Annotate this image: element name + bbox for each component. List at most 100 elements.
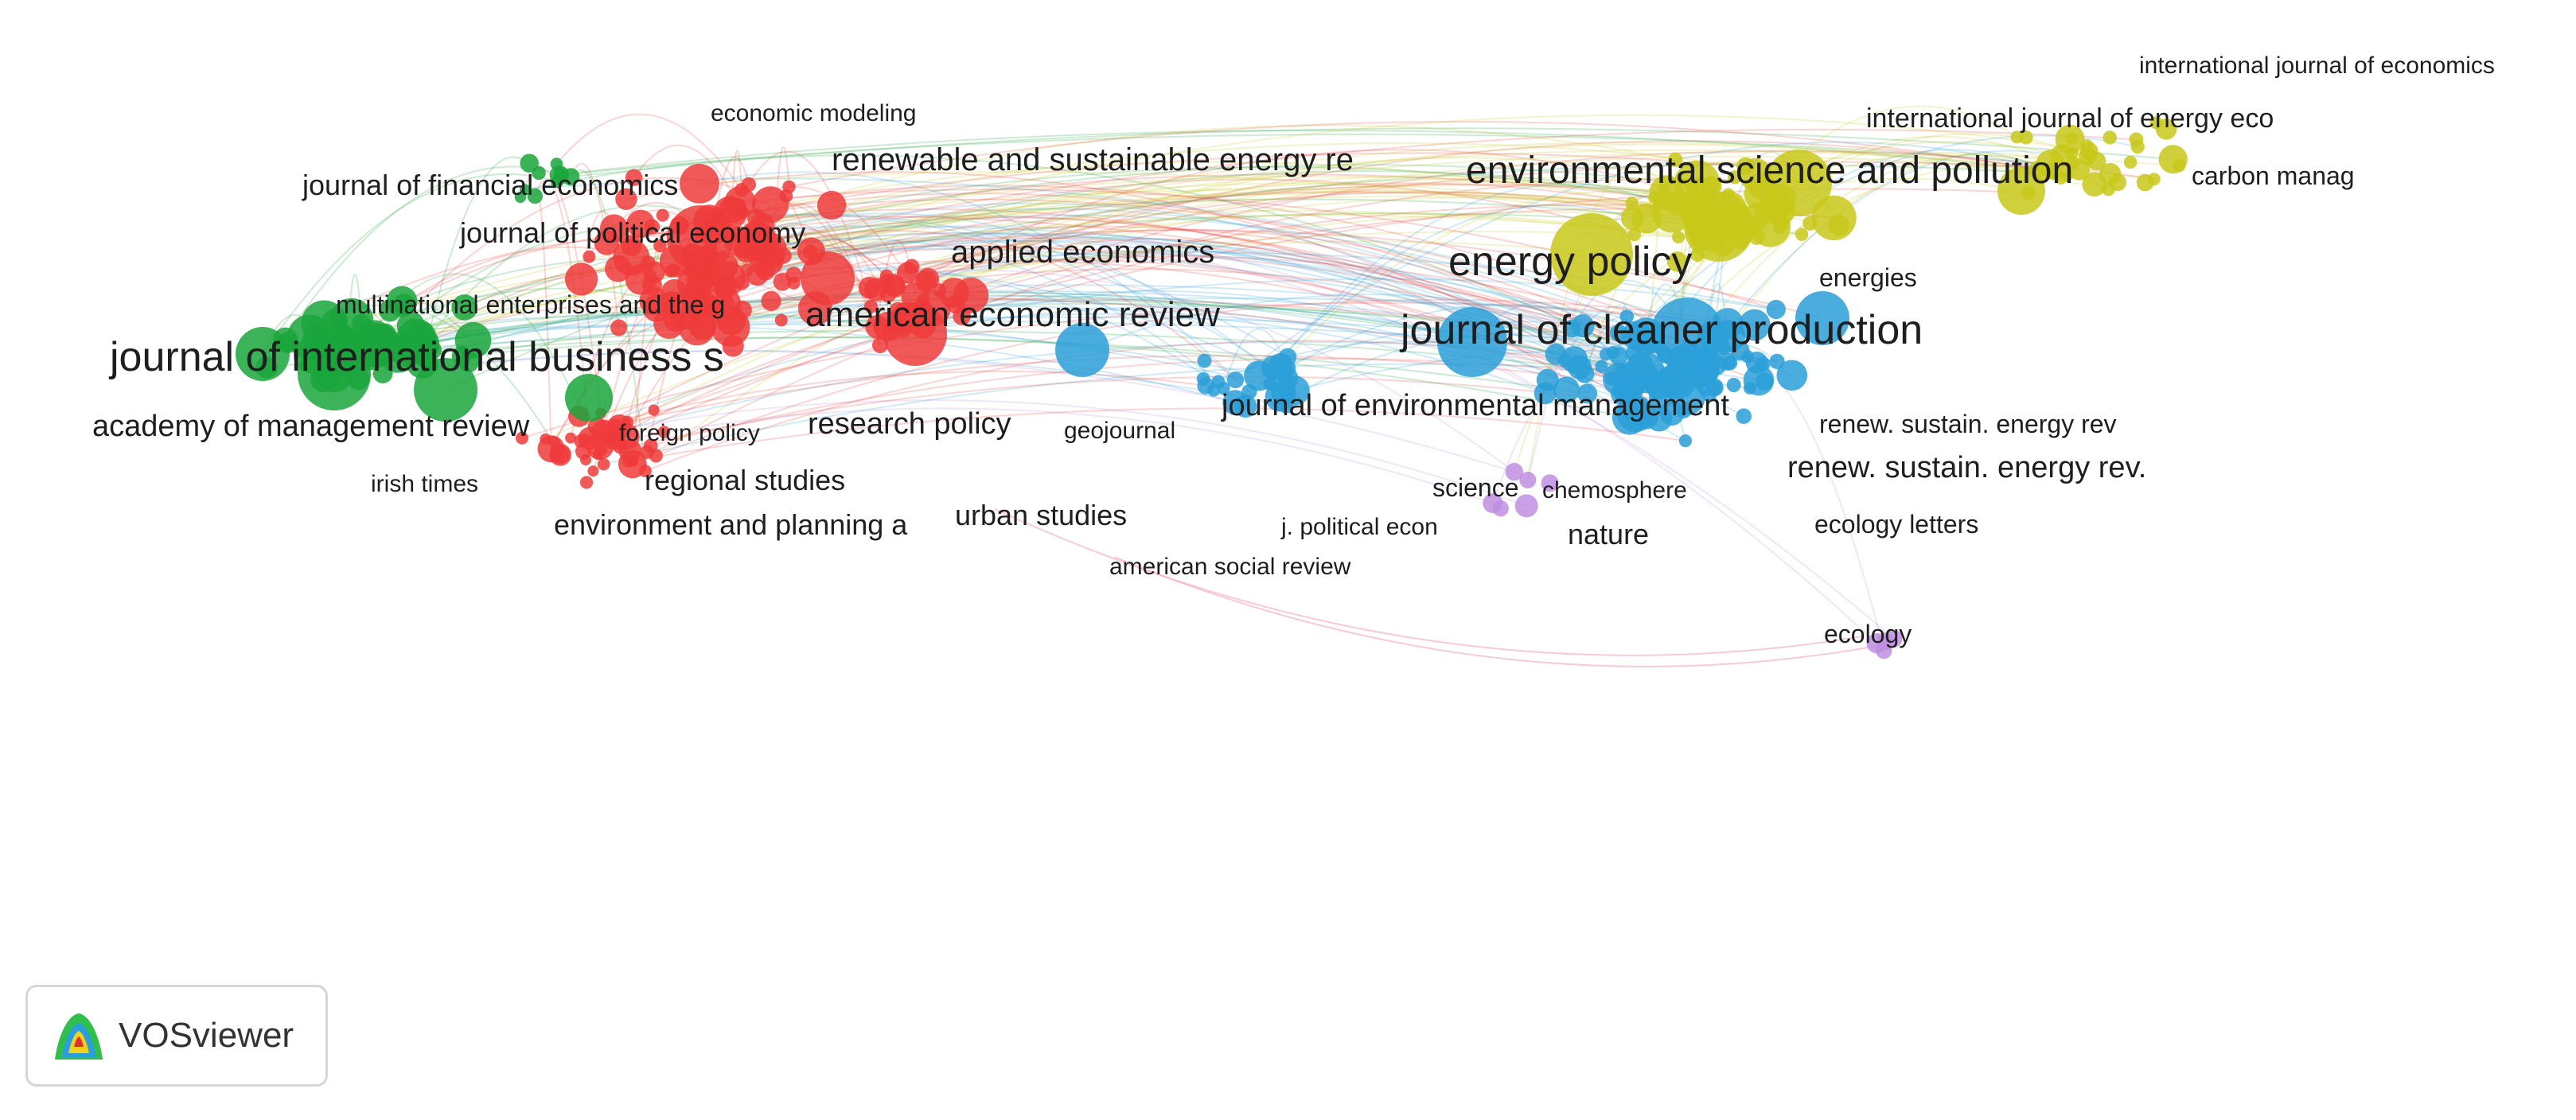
label-journal-of-political-economy[interactable]: journal of political economy bbox=[459, 216, 805, 249]
network-node[interactable] bbox=[1670, 380, 1705, 415]
network-node[interactable] bbox=[236, 327, 290, 381]
label-geojournal[interactable]: geojournal bbox=[1064, 418, 1175, 444]
network-node[interactable] bbox=[1728, 170, 1742, 185]
network-node[interactable] bbox=[1795, 291, 1849, 345]
network-node[interactable] bbox=[1437, 307, 1507, 377]
network-node[interactable] bbox=[752, 186, 789, 223]
network-node[interactable] bbox=[565, 432, 577, 444]
network-node[interactable] bbox=[1619, 309, 1635, 324]
network-node[interactable] bbox=[610, 319, 628, 336]
network-node[interactable] bbox=[1550, 213, 1633, 296]
network-node[interactable] bbox=[1776, 360, 1808, 391]
network-node[interactable] bbox=[816, 190, 847, 220]
label-journal-of-international-business-s[interactable]: journal of international business s bbox=[108, 334, 724, 380]
network-node[interactable] bbox=[1625, 196, 1639, 210]
network-node[interactable] bbox=[657, 426, 671, 438]
network-node[interactable] bbox=[1280, 375, 1310, 406]
label-j-political-econ[interactable]: j. political econ bbox=[1280, 514, 1438, 540]
network-node[interactable] bbox=[1541, 474, 1559, 492]
network-node[interactable] bbox=[579, 476, 594, 489]
network-node[interactable] bbox=[1514, 494, 1538, 518]
network-node[interactable] bbox=[1519, 471, 1537, 488]
label-environment-and-planning-a[interactable]: environment and planning a bbox=[554, 508, 908, 541]
network-node[interactable] bbox=[2087, 151, 2106, 171]
network-node[interactable] bbox=[587, 465, 599, 477]
network-node[interactable] bbox=[1997, 167, 2045, 215]
network-node[interactable] bbox=[626, 209, 655, 239]
label-academy-of-management-review[interactable]: academy of management review bbox=[92, 410, 530, 443]
network-node[interactable] bbox=[653, 239, 667, 253]
network-node[interactable] bbox=[667, 291, 705, 330]
network-node[interactable] bbox=[680, 164, 719, 204]
network-node[interactable] bbox=[583, 250, 596, 263]
network-node[interactable] bbox=[1736, 408, 1752, 424]
network-node[interactable] bbox=[2068, 158, 2091, 181]
network-node[interactable] bbox=[711, 307, 750, 347]
network-node[interactable] bbox=[667, 205, 734, 272]
network-node[interactable] bbox=[643, 438, 658, 453]
network-node[interactable] bbox=[613, 239, 650, 276]
network-node[interactable] bbox=[773, 273, 792, 291]
network-node[interactable] bbox=[897, 262, 919, 284]
network-node[interactable] bbox=[298, 337, 371, 410]
network-node[interactable] bbox=[514, 191, 527, 204]
network-node[interactable] bbox=[597, 457, 610, 471]
label-chemosphere[interactable]: chemosphere bbox=[1542, 477, 1687, 504]
network-node[interactable] bbox=[801, 251, 855, 305]
network-node[interactable] bbox=[1884, 629, 1903, 648]
network-node[interactable] bbox=[2158, 145, 2188, 174]
network-node[interactable] bbox=[565, 374, 613, 422]
label-science[interactable]: science bbox=[1432, 473, 1519, 502]
network-node[interactable] bbox=[537, 435, 565, 463]
network-node[interactable] bbox=[1616, 395, 1654, 433]
label-american-social-review[interactable]: american social review bbox=[1109, 554, 1351, 580]
network-node[interactable] bbox=[564, 262, 598, 296]
network-node[interactable] bbox=[1651, 191, 1693, 233]
network-node[interactable] bbox=[1595, 360, 1608, 373]
network-node[interactable] bbox=[1726, 378, 1741, 392]
network-node[interactable] bbox=[1536, 368, 1559, 391]
network-node[interactable] bbox=[1739, 158, 1772, 192]
label-carbon-manag[interactable]: carbon manag bbox=[2192, 161, 2355, 190]
network-node[interactable] bbox=[451, 294, 478, 321]
network-node[interactable] bbox=[615, 188, 637, 210]
network-node[interactable] bbox=[549, 165, 570, 185]
label-urban-studies[interactable]: urban studies bbox=[955, 499, 1127, 531]
network-node[interactable] bbox=[1672, 231, 1685, 244]
network-node[interactable] bbox=[527, 188, 543, 204]
network-node[interactable] bbox=[1505, 462, 1524, 481]
label-energy-policy[interactable]: energy policy bbox=[1448, 239, 1692, 285]
network-node[interactable] bbox=[1577, 383, 1598, 404]
label-research-policy[interactable]: research policy bbox=[808, 407, 1011, 441]
network-node[interactable] bbox=[1743, 364, 1775, 396]
network-node[interactable] bbox=[953, 278, 989, 313]
label-international-journal-of-energy-eco[interactable]: international journal of energy eco bbox=[1866, 103, 2274, 134]
label-renewable-and-sustainable-energy-re[interactable]: renewable and sustainable energy re bbox=[832, 142, 1354, 177]
network-node[interactable] bbox=[613, 423, 640, 450]
network-node[interactable] bbox=[1226, 371, 1245, 389]
network-node[interactable] bbox=[454, 321, 492, 359]
network-node[interactable] bbox=[360, 324, 401, 365]
network-node[interactable] bbox=[1483, 493, 1503, 513]
network-node[interactable] bbox=[520, 154, 539, 173]
label-renew-sustain-energy-rev[interactable]: renew. sustain. energy rev bbox=[1819, 410, 2117, 438]
network-node[interactable] bbox=[883, 302, 947, 366]
network-node[interactable] bbox=[2082, 172, 2106, 196]
network-node[interactable] bbox=[2055, 124, 2085, 154]
network-node[interactable] bbox=[774, 313, 788, 327]
network-node[interactable] bbox=[1738, 309, 1771, 341]
network-node[interactable] bbox=[2155, 119, 2177, 140]
network-node[interactable] bbox=[2019, 130, 2033, 145]
network-node[interactable] bbox=[1749, 205, 1791, 247]
network-node[interactable] bbox=[1678, 434, 1692, 448]
network-node[interactable] bbox=[414, 358, 477, 422]
label-multinational-enterprises[interactable]: multinational enterprises and the g bbox=[336, 290, 725, 319]
network-node[interactable] bbox=[2136, 173, 2154, 192]
network-node[interactable] bbox=[1766, 299, 1786, 320]
network-node[interactable] bbox=[1609, 347, 1628, 366]
label-regional-studies[interactable]: regional studies bbox=[645, 464, 845, 496]
network-node[interactable] bbox=[618, 449, 647, 479]
network-node[interactable] bbox=[386, 286, 418, 317]
label-applied-economics[interactable]: applied economics bbox=[951, 235, 1214, 270]
